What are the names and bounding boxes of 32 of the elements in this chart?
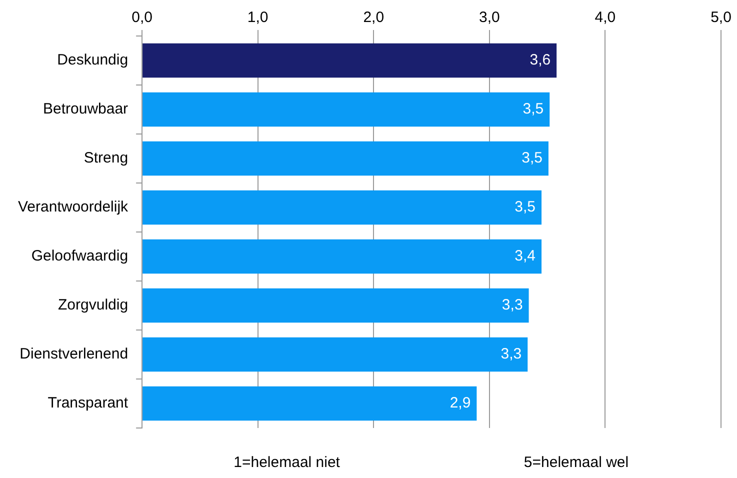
- x-tick-label: 3,0: [478, 9, 500, 26]
- y-tick-label: Streng: [84, 150, 128, 167]
- bar: [142, 337, 528, 372]
- data-label: 2,9: [450, 394, 471, 412]
- x-tick-label: 5,0: [710, 9, 732, 26]
- text: 5=helemaal wel: [524, 454, 629, 472]
- bar: [142, 92, 550, 127]
- y-tick-label: Betrouwbaar: [43, 100, 128, 118]
- x-tick-label: 4,0: [594, 9, 616, 26]
- bar: [142, 43, 557, 78]
- data-label: 3,5: [514, 198, 536, 216]
- bar: [142, 141, 548, 176]
- data-label: 3,6: [530, 52, 551, 69]
- x-tick-label: 1,0: [247, 9, 268, 26]
- y-tick-label: Deskundig: [57, 52, 128, 69]
- data-label: 3,3: [500, 346, 522, 363]
- data-label: 3,5: [522, 150, 542, 167]
- y-tick-label: Zorgvuldig: [58, 296, 128, 314]
- text: 1=helemaal niet: [234, 454, 341, 472]
- data-label: 3,4: [514, 248, 536, 265]
- bar: [142, 190, 542, 225]
- y-tick-label: Verantwoordelijk: [18, 198, 129, 216]
- x-tick-label: 2,0: [363, 9, 384, 26]
- bar: [142, 386, 477, 421]
- y-tick-label: Geloofwaardig: [31, 248, 128, 265]
- y-tick-label: Dienstverlenend: [20, 346, 128, 363]
- x-tick-label: 0,0: [132, 9, 152, 26]
- bar: [142, 288, 529, 323]
- data-label: 3,5: [522, 100, 544, 118]
- y-tick-label: Transparant: [48, 394, 129, 412]
- bar: [142, 239, 542, 274]
- data-label: 3,3: [502, 296, 523, 314]
